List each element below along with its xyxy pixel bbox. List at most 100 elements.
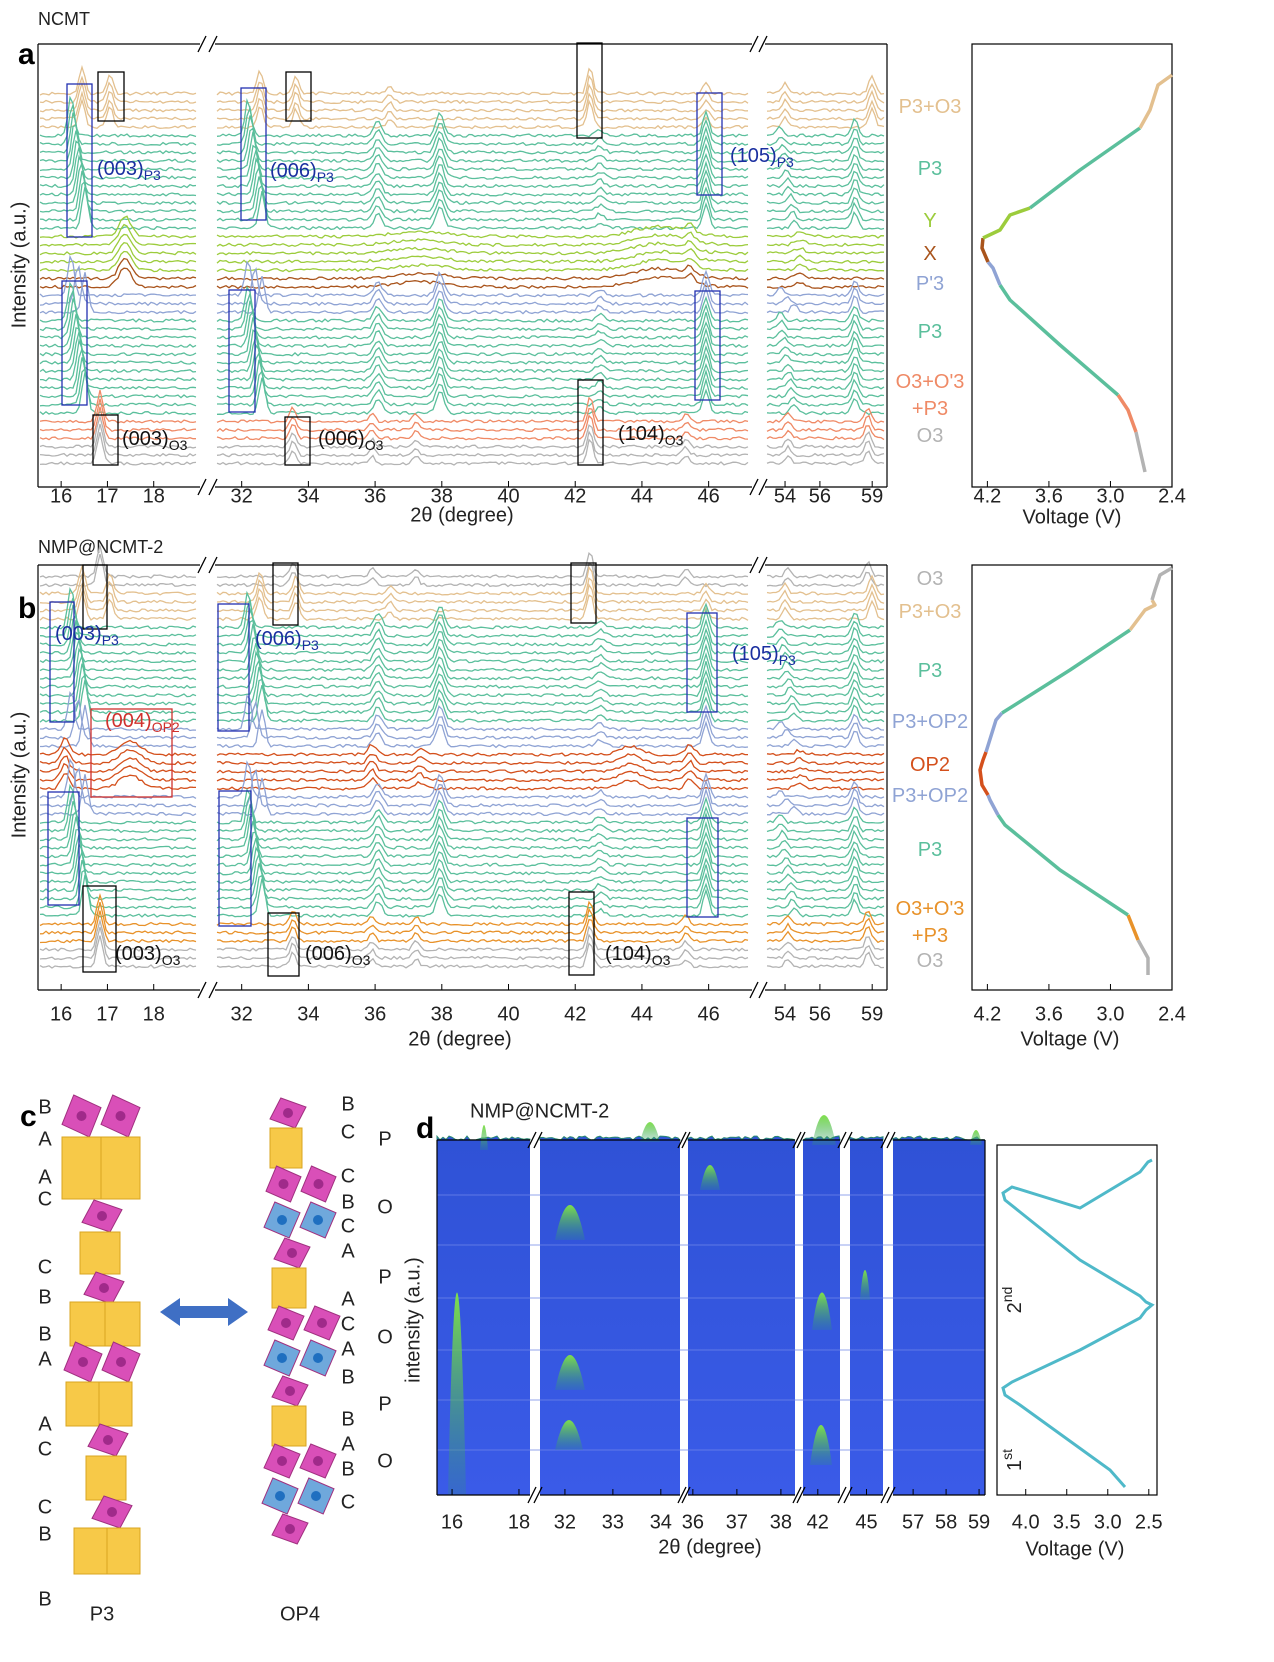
xrd-trace [216, 594, 749, 622]
xrd-trace [216, 248, 749, 264]
annotation: (105)P3 [730, 145, 794, 169]
xrd-trace [216, 831, 749, 868]
xrd-trace [216, 222, 749, 239]
atom [313, 1353, 323, 1363]
y-axis-title: Intensity (a.u.) [8, 202, 30, 329]
xrd-trace [766, 774, 885, 782]
voltage-curve [980, 237, 990, 263]
prism-yellow [104, 1301, 141, 1347]
atom [277, 1456, 287, 1466]
x-tick-label: 34 [297, 1003, 319, 1025]
annotation: (003)O3 [122, 428, 188, 452]
xrd-trace [216, 300, 749, 340]
axis-break [880, 1131, 890, 1149]
xrd-trace [766, 637, 885, 655]
annotation-text: 1 [1004, 1460, 1026, 1471]
xrd-trace [39, 582, 197, 613]
stacking-letter: A [38, 1128, 52, 1150]
xrd-trace [216, 590, 749, 630]
voltage-curve [1126, 914, 1140, 941]
atom [278, 1179, 289, 1189]
annotation-script: st [999, 1449, 1015, 1460]
axis-break [208, 478, 218, 496]
annotation: (006)P3 [255, 628, 319, 652]
xrd-trace [216, 768, 749, 808]
xrd-trace [39, 918, 197, 952]
atom [103, 1435, 113, 1445]
intensity-map [893, 1140, 985, 1495]
stacking-letter: B [341, 1093, 354, 1115]
xrd-trace [39, 331, 197, 374]
xrd-trace [39, 264, 197, 307]
xrd-trace [766, 378, 885, 399]
xrd-trace [216, 636, 749, 673]
x-tick-label: 18 [143, 1003, 165, 1025]
atom [281, 1318, 291, 1328]
xrd-trace [39, 586, 197, 630]
axis-break [681, 1486, 691, 1504]
annotation: 1st [999, 1449, 1027, 1471]
xrd-trace [39, 314, 197, 357]
x-tick-label: 56 [809, 1003, 831, 1025]
axis-break [197, 35, 207, 53]
xrd-trace [216, 623, 749, 664]
xrd-trace [216, 933, 749, 961]
voltage-curve [986, 260, 1002, 286]
xrd-trace [766, 875, 885, 893]
stacking-letter: A [38, 1166, 52, 1188]
x-tick-label: 44 [631, 1003, 653, 1025]
xrd-trace [39, 215, 197, 239]
x-tick-label: 36 [364, 1003, 386, 1025]
xrd-trace [766, 892, 885, 910]
xrd-trace [766, 671, 885, 689]
peak-box [576, 42, 603, 139]
x-tick-label: 58 [935, 1511, 957, 1533]
peak-box [228, 289, 256, 413]
xrd-trace [216, 438, 749, 466]
atom [283, 1108, 293, 1118]
x-tick-label: 2.4 [1158, 1003, 1186, 1025]
xrd-trace [766, 319, 885, 340]
stacking-letter: C [341, 1491, 355, 1513]
phase-label: P3 [918, 660, 942, 682]
atom [285, 1386, 295, 1396]
phase-label: P3 [918, 321, 942, 343]
xrd-trace [766, 756, 885, 766]
x-tick-label: 36 [682, 1511, 704, 1533]
xrd-trace [217, 99, 749, 130]
voltage-curve [978, 751, 990, 796]
xrd-trace [216, 685, 749, 723]
stacking-letter: C [341, 1165, 355, 1187]
x-tick-label: 36 [364, 485, 386, 507]
xrd-trace [766, 196, 885, 214]
xrd-trace [766, 661, 885, 681]
phase-label: P3 [918, 839, 942, 861]
x-tick-label: 59 [861, 485, 883, 507]
xrd-trace [766, 898, 885, 918]
stacking-letter: A [341, 1338, 355, 1360]
xrd-trace [39, 910, 197, 944]
annotation-script: P3 [302, 637, 319, 653]
xrd-trace [766, 153, 885, 172]
axis-break [208, 981, 218, 999]
stacking-letter: C [38, 1188, 52, 1210]
x-tick-label: 38 [431, 1003, 453, 1025]
atom [317, 1318, 327, 1328]
xrd-trace [766, 806, 885, 825]
xrd-trace [39, 233, 197, 256]
xrd-trace [39, 564, 197, 596]
y-axis-title: intensity (a.u.) [402, 1257, 424, 1383]
axis-break [533, 1486, 543, 1504]
phase-label: P3 [918, 158, 942, 180]
xrd-trace [39, 604, 197, 647]
x-tick-label: 16 [50, 1003, 72, 1025]
xrd-trace [39, 746, 197, 766]
x-tick-label: 40 [497, 485, 519, 507]
panel-label: a [18, 38, 35, 71]
peak-box [686, 817, 719, 918]
xrd-trace [216, 577, 749, 605]
xrd-trace [39, 124, 197, 163]
stacking-letter: B [38, 1323, 51, 1345]
atom [116, 1357, 126, 1367]
